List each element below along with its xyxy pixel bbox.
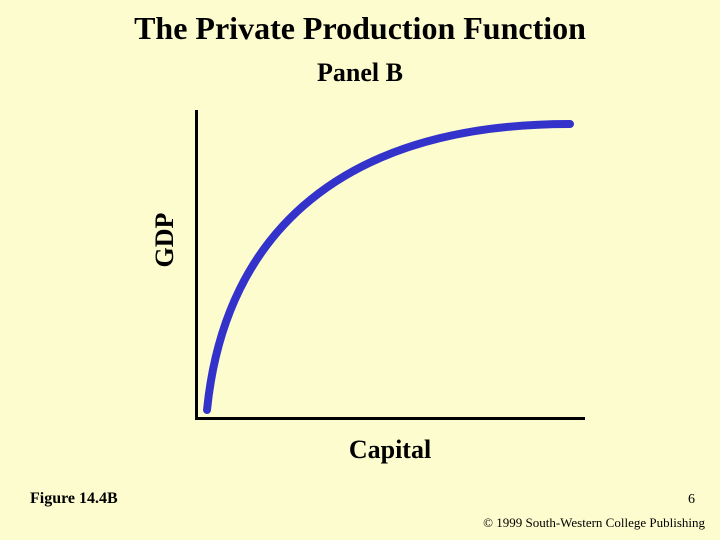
production-curve bbox=[207, 124, 570, 410]
slide-title: The Private Production Function bbox=[0, 10, 720, 47]
page-number: 6 bbox=[688, 492, 695, 508]
production-function-chart bbox=[195, 110, 585, 420]
x-axis-label: Capital bbox=[195, 435, 585, 465]
slide: The Private Production Function Panel B … bbox=[0, 0, 720, 540]
copyright-text: © 1999 South-Western College Publishing bbox=[483, 515, 705, 531]
y-axis-label: GDP bbox=[150, 200, 180, 280]
figure-label: Figure 14.4B bbox=[30, 490, 118, 508]
panel-subtitle: Panel B bbox=[0, 58, 720, 88]
